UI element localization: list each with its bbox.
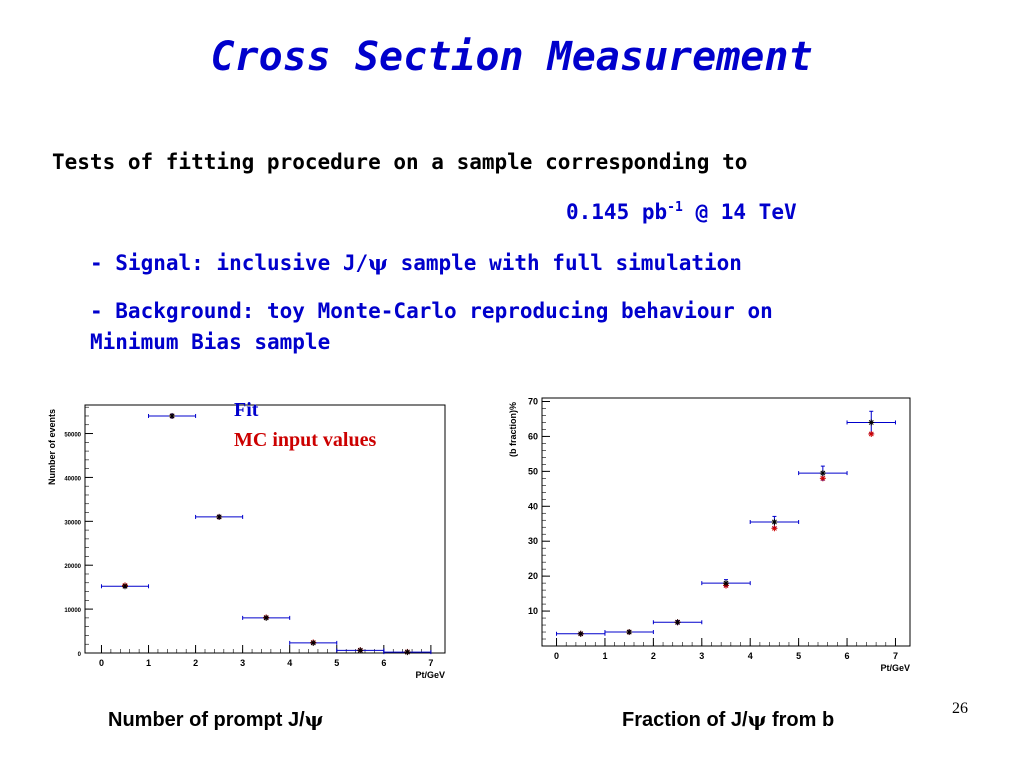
fit-point	[169, 412, 176, 419]
fit-point	[771, 519, 778, 525]
y-tick-label: 0	[78, 652, 82, 658]
x-tick-label: 1	[146, 658, 151, 668]
luminosity-energy: @ 14 TeV	[682, 200, 797, 224]
caption-right-suffix: from b	[766, 709, 835, 731]
background-bullet-line1: - Background: toy Monte-Carlo reproducin…	[90, 299, 773, 323]
caption-right-text: Fraction of J/	[622, 709, 748, 731]
signal-bullet: - Signal: inclusive J/ψ sample with full…	[90, 250, 742, 275]
fit-point	[868, 419, 875, 426]
fit-point	[819, 470, 826, 477]
luminosity-value: 0.145 pb	[566, 200, 668, 224]
x-tick-label: 6	[381, 658, 386, 668]
y-tick-label: 40000	[64, 476, 81, 482]
legend-mc-input: MC input values	[234, 429, 377, 451]
intro-text: Tests of fitting procedure on a sample c…	[52, 150, 748, 174]
page-number: 26	[952, 700, 968, 717]
x-tick-label: 5	[796, 651, 801, 661]
x-tick-label: 7	[893, 651, 898, 661]
y-tick-label: 10000	[64, 608, 81, 614]
y-axis-title: Number of events	[47, 409, 57, 485]
x-tick-label: 1	[602, 651, 607, 661]
y-axis-title: (b fraction)%	[508, 402, 518, 457]
y-tick-label: 50000	[64, 433, 81, 439]
prompt-jpsi-plot: 0 1 2 3 4 5 6 7 0 10000 20000 30000 40000 50000 Pt/GeV…	[47, 404, 446, 680]
fit-point	[626, 629, 633, 636]
background-bullet-line2: Minimum Bias sample	[90, 330, 331, 354]
luminosity-exponent: -1	[667, 200, 683, 215]
x-tick-label: 2	[193, 658, 198, 668]
x-tick-label: 4	[748, 651, 753, 661]
x-axis-title: Pt/GeV	[415, 670, 445, 680]
b-fraction-plot: 0 1 2 3 4 5 6 7 10 20 30 40 50 60 70 Pt/GeV (b fraction)…	[508, 396, 911, 673]
fit-point	[577, 630, 584, 637]
x-tick-label: 6	[845, 651, 850, 661]
x-tick-label: 4	[287, 658, 292, 668]
x-tick-label: 7	[428, 658, 433, 668]
caption-left-psi: ψ	[304, 707, 324, 731]
psi-symbol: ψ	[368, 250, 388, 275]
mc-point	[771, 525, 778, 532]
y-tick-label: 40	[528, 501, 538, 511]
x-tick-label: 3	[699, 651, 704, 661]
y-tick-label: 30000	[64, 520, 81, 526]
fit-point	[674, 619, 681, 626]
fit-point	[310, 639, 317, 646]
fit-point	[263, 614, 270, 621]
fit-point	[404, 649, 411, 656]
caption-left-text: Number of prompt J/	[108, 709, 305, 731]
x-tick-label: 5	[334, 658, 339, 668]
fit-point	[122, 583, 128, 590]
caption-left: Number of prompt J/ψ	[108, 707, 324, 732]
y-tick-label: 10	[528, 606, 538, 616]
x-tick-label: 3	[240, 658, 245, 668]
y-tick-label: 70	[528, 396, 538, 406]
legend-fit: Fit	[234, 399, 259, 421]
fit-point	[216, 513, 223, 520]
fit-point	[357, 647, 364, 654]
x-axis-title: Pt/GeV	[880, 663, 910, 673]
y-tick-label: 20	[528, 571, 538, 581]
y-tick-label: 60	[528, 431, 538, 441]
y-tick-label: 30	[528, 536, 538, 546]
caption-right-psi: ψ	[747, 707, 767, 731]
x-tick-label: 2	[651, 651, 656, 661]
luminosity-line: 0.145 pb-1 @ 14 TeV	[566, 200, 797, 224]
caption-right: Fraction of J/ψ from b	[622, 707, 834, 732]
signal-suffix: sample with full simulation	[387, 251, 742, 275]
x-tick-label: 0	[99, 658, 104, 668]
plot-frame	[541, 397, 911, 647]
signal-prefix: - Signal: inclusive J/	[90, 251, 369, 275]
y-tick-label: 50	[528, 466, 538, 476]
mc-point	[819, 475, 826, 482]
x-tick-label: 0	[554, 651, 559, 661]
plot-frame	[84, 404, 446, 654]
y-tick-label: 20000	[64, 564, 81, 570]
fit-point	[723, 580, 729, 587]
mc-point	[868, 430, 875, 437]
slide-title: Cross Section Measurement	[210, 34, 813, 80]
